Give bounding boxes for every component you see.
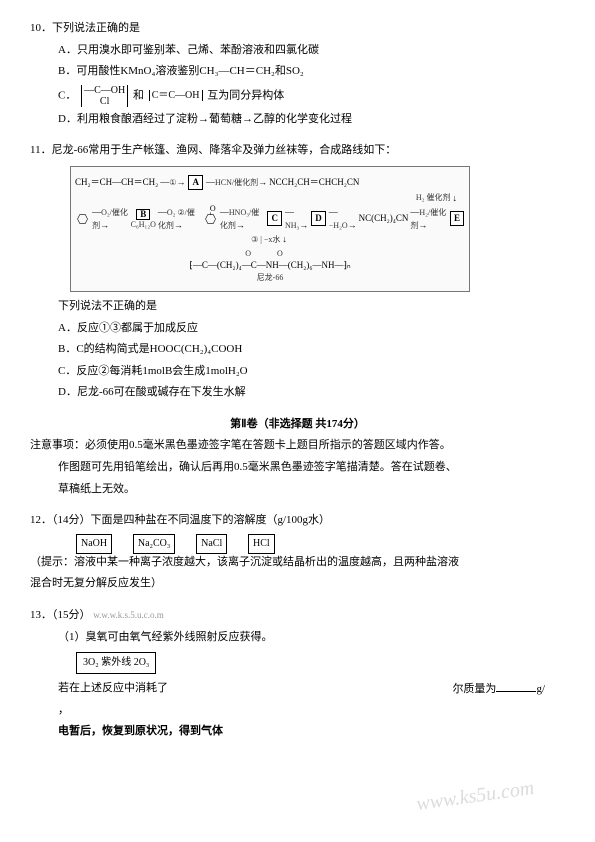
section-note-3: 草稿纸上无效。	[30, 481, 565, 499]
q10-opt-c: C． —C—OH Cl 和 C＝C—OH 互为同分异构体	[30, 85, 565, 107]
cyclohexanone-icon: O	[205, 212, 216, 226]
diagram-row-3: ③ | −x水↓	[75, 233, 465, 246]
opt-na2co3: Na₂CO₃	[133, 534, 176, 554]
opt-nacl: NaCl	[196, 534, 227, 554]
q13-header: 13．（15分） w.w.w.k.s.5.u.c.o.m	[30, 607, 565, 625]
q10-opt-a: A．只用溴水即可鉴别苯、己烯、苯酚溶液和四氯化碳	[30, 42, 565, 60]
diagram-row-1b: H₂ 催化剂↓	[75, 192, 465, 205]
q12-title: 12．（14分）下面是四种盐在不同温度下的溶解度（g/100g水）	[30, 512, 565, 530]
compound-e-box: E	[450, 211, 464, 226]
q12-options: NaOH Na₂CO₃ NaCl HCl	[30, 534, 565, 554]
compound-d-box: D	[311, 211, 326, 226]
q10-opt-b: B．可用酸性KMnO₄溶液鉴别CH₃—CH＝CH₂和SO₂	[30, 63, 565, 81]
opt-naoh: NaOH	[76, 534, 112, 554]
q13-equation: 3O₂ 紫外线 2O₃	[30, 650, 565, 676]
q11-title: 11．尼龙-66常用于生产帐篷、渔网、降落伞及弹力丝袜等，合成路线如下：	[30, 142, 565, 160]
opt-hcl: HCl	[248, 534, 275, 554]
q13-bold-line: 电暂后，恢复到原状况，得到气体	[30, 723, 565, 741]
synthesis-diagram: CH₂＝CH—CH＝CH₂ —①→ A —HCN/催化剂→ NCCH₂CH＝CH…	[70, 166, 470, 292]
q13-line1: （1）臭氧可由氧气经紫外线照射反应获得。	[30, 629, 565, 647]
compound-a-box: A	[188, 175, 203, 190]
q11-opt-a: A．反应①③都属于加成反应	[30, 320, 565, 338]
q12-hint-1: （提示：溶液中某一种离子浓度越大，该离子沉淀或结晶析出的温度越高，且两种盐溶液	[30, 554, 565, 572]
q13-line3: ，	[30, 702, 565, 720]
q13-line2: 若在上述反应中消耗了 尔质量为g/	[30, 680, 565, 698]
section-note-2: 作图题可先用铅笔绘出，确认后再用0.5毫米黑色墨迹签字笔描清楚。答在试题卷、	[30, 459, 565, 477]
compound-b-box: B	[136, 209, 150, 220]
diagram-row-1: CH₂＝CH—CH＝CH₂ —①→ A —HCN/催化剂→ NCCH₂CH＝CH…	[75, 175, 465, 190]
q12-hint-2: 混合时无复分解反应发生）	[30, 575, 565, 593]
cyclohexane-icon	[77, 212, 88, 226]
q11-opt-c: C．反应②每消耗1molB会生成1molH₂O	[30, 363, 565, 381]
q11-sub: 下列说法不正确的是	[30, 298, 565, 316]
q11-opt-d: D．尼龙-66可在酸或碱存在下发生水解	[30, 384, 565, 402]
watermark: www.ks5u.com	[415, 772, 537, 820]
diagram-row-2: —O₂/催化剂→ B C₆H₁₂O —O₂ ②/催化剂→ O —HNO₃/催化剂…	[75, 206, 465, 231]
compound-c-box: C	[267, 211, 282, 226]
ks5u-link: w.w.w.k.s.5.u.c.o.m	[93, 610, 164, 620]
section-note-1: 注意事项：必须使用0.5毫米黑色墨迹签字笔在答题卡上题目所指示的答题区域内作答。	[30, 437, 565, 455]
q11-opt-b: B．C的结构简式是HOOC(CH₂)₄COOH	[30, 341, 565, 359]
diagram-row-nylon: O O ⁅—C—(CH₂)₄—C—NH—(CH₂)₆—NH—⁆ₙ 尼龙-66	[75, 248, 465, 283]
q10-stem: 10．下列说法正确的是	[30, 20, 565, 38]
chem-fragment-1: —C—OH Cl	[81, 85, 128, 107]
chem-fragment-2: C＝C—OH	[149, 90, 203, 101]
q10-opt-d: D．利用粮食酿酒经过了淀粉→葡萄糖→乙醇的化学变化过程	[30, 111, 565, 129]
section-header: 第Ⅱ卷（非选择题 共174分）	[30, 416, 565, 434]
answer-blank-1[interactable]	[496, 680, 536, 692]
ozone-equation-box: 3O₂ 紫外线 2O₃	[76, 652, 156, 674]
